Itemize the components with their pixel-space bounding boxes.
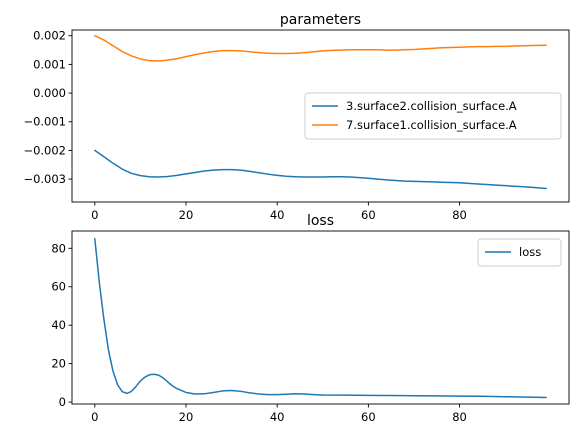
series-line-2: [94, 34, 547, 62]
subplot-2: 0 20 40 60 80 0 20 40 60 80 loss loss: [51, 213, 570, 424]
series-line-1: [94, 237, 547, 399]
chart-title: parameters: [280, 12, 361, 28]
y-tick-label: −0.001: [23, 115, 66, 129]
x-tick-label: 60: [361, 208, 376, 222]
x-tick-label: 40: [270, 410, 285, 424]
x-tick-label: 0: [91, 410, 98, 424]
y-tick-label: 0.001: [33, 57, 66, 71]
axes-frame: [71, 29, 570, 203]
x-tick-label: 20: [179, 208, 194, 222]
y-tick-label: 80: [51, 241, 66, 255]
legend-label: 7.surface1.collision_surface.A: [346, 118, 517, 132]
y-tick-label: −0.002: [23, 143, 66, 157]
x-tick-label: 40: [270, 208, 285, 222]
subplot-1: 0 20 40 60 80 −0.003 −0.002 −0.001 0.000 0.001 0.0…: [23, 12, 570, 222]
y-tick-label: 20: [51, 357, 66, 371]
legend-frame: [304, 92, 562, 140]
y-tick-label: −0.003: [23, 172, 66, 186]
series-line-1: [94, 149, 547, 190]
y-tick-label: 40: [51, 318, 66, 332]
x-tick-label: 20: [179, 410, 194, 424]
chart-title: loss: [307, 213, 334, 229]
axes-frame: [71, 230, 570, 405]
legend: 3.surface2.collision_surface.A 7.surface1…: [304, 92, 562, 140]
x-tick-label: 80: [452, 208, 467, 222]
y-tick-label: 0: [59, 395, 66, 409]
y-tick-label: 60: [51, 280, 66, 294]
x-tick-label: 0: [91, 208, 98, 222]
legend-label: 3.surface2.collision_surface.A: [346, 99, 517, 113]
legend-label: loss: [519, 245, 541, 259]
legend-frame: [477, 238, 562, 267]
x-tick-label: 80: [452, 410, 467, 424]
x-tick-label: 60: [361, 410, 376, 424]
y-tick-label: 0.000: [33, 86, 66, 100]
y-tick-label: 0.002: [33, 29, 66, 43]
legend: loss: [477, 238, 562, 267]
